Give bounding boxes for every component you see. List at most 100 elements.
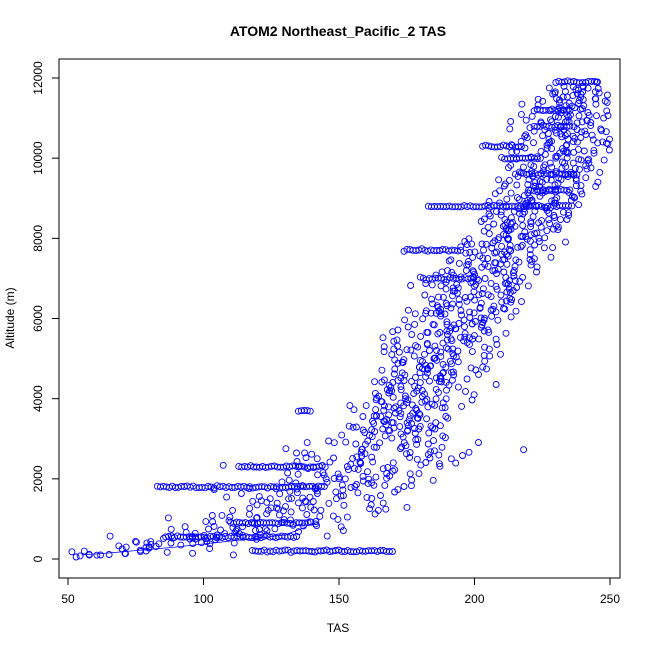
data-point	[479, 363, 487, 371]
data-point	[504, 236, 512, 244]
data-point	[380, 376, 388, 384]
data-point	[379, 465, 387, 473]
data-point	[411, 425, 419, 432]
data-point	[385, 411, 393, 419]
data-point	[152, 543, 160, 550]
data-point	[422, 459, 430, 466]
data-point	[325, 499, 333, 507]
data-point	[339, 486, 347, 494]
data-point	[330, 454, 338, 462]
data-point	[221, 530, 229, 538]
data-point	[496, 187, 504, 195]
data-point	[536, 154, 544, 162]
data-point	[443, 321, 451, 328]
data-point	[424, 451, 432, 459]
data-point	[475, 439, 482, 446]
data-point	[439, 369, 447, 377]
data-point	[493, 341, 501, 348]
data-point	[537, 119, 545, 127]
data-point	[518, 215, 525, 223]
data-point	[401, 392, 409, 400]
data-point	[481, 357, 489, 365]
data-point	[395, 407, 403, 414]
data-point	[438, 443, 446, 451]
data-point	[552, 222, 560, 230]
data-point	[359, 426, 367, 434]
data-point	[448, 360, 455, 368]
data-point	[454, 383, 462, 391]
data-point	[562, 102, 570, 110]
data-point	[541, 126, 549, 134]
data-point	[383, 474, 391, 482]
data-point	[522, 116, 530, 124]
data-point	[443, 318, 451, 326]
data-point	[470, 274, 478, 282]
data-point	[480, 316, 488, 324]
data-point	[468, 240, 476, 248]
data-point	[411, 320, 419, 328]
data-point	[528, 112, 536, 120]
data-point	[389, 467, 397, 475]
data-point	[442, 378, 450, 386]
data-point	[497, 291, 505, 299]
data-point	[560, 82, 568, 90]
data-point	[485, 345, 493, 353]
data-point	[332, 488, 340, 496]
data-point	[432, 385, 440, 393]
data-point	[498, 242, 506, 250]
data-point	[527, 219, 535, 227]
data-point	[413, 407, 421, 414]
data-point	[464, 258, 472, 265]
data-point	[353, 453, 361, 461]
data-point	[521, 132, 529, 140]
data-point	[301, 449, 309, 457]
data-point	[552, 129, 560, 137]
data-point	[384, 463, 392, 471]
data-point	[294, 499, 302, 507]
data-point	[442, 363, 450, 371]
data-point	[388, 548, 396, 555]
data-point	[416, 273, 424, 281]
data-point	[407, 482, 415, 490]
data-point	[432, 395, 440, 403]
data-point	[395, 348, 403, 356]
data-point	[535, 238, 543, 245]
data-point	[381, 432, 389, 440]
data-point	[423, 415, 431, 423]
data-point	[97, 551, 104, 559]
y-axis-label: Altitude (m)	[3, 287, 17, 348]
data-point	[389, 379, 397, 386]
data-point	[592, 100, 600, 108]
data-point	[505, 164, 512, 172]
data-point	[458, 402, 466, 410]
data-point	[478, 240, 486, 248]
data-point	[500, 182, 508, 190]
data-point	[293, 533, 301, 540]
data-point	[366, 431, 373, 439]
data-point	[363, 493, 371, 501]
data-point	[358, 446, 366, 453]
data-point	[602, 128, 610, 136]
data-point	[397, 445, 404, 453]
data-point	[295, 528, 302, 536]
data-point	[407, 282, 415, 289]
data-point	[546, 220, 554, 228]
data-point	[385, 547, 393, 555]
data-point	[390, 345, 398, 353]
data-point	[441, 310, 449, 318]
data-point	[577, 93, 585, 101]
data-point	[381, 402, 388, 410]
data-point	[246, 504, 254, 512]
data-point	[371, 510, 379, 518]
data-point	[226, 513, 234, 521]
data-point	[521, 144, 529, 152]
data-point	[447, 304, 455, 312]
data-point	[548, 145, 556, 153]
data-point	[475, 370, 482, 378]
data-point	[396, 423, 404, 431]
data-point	[467, 364, 475, 372]
data-point	[486, 352, 494, 360]
data-point	[461, 323, 468, 331]
data-point	[377, 492, 384, 499]
data-point	[458, 311, 465, 319]
